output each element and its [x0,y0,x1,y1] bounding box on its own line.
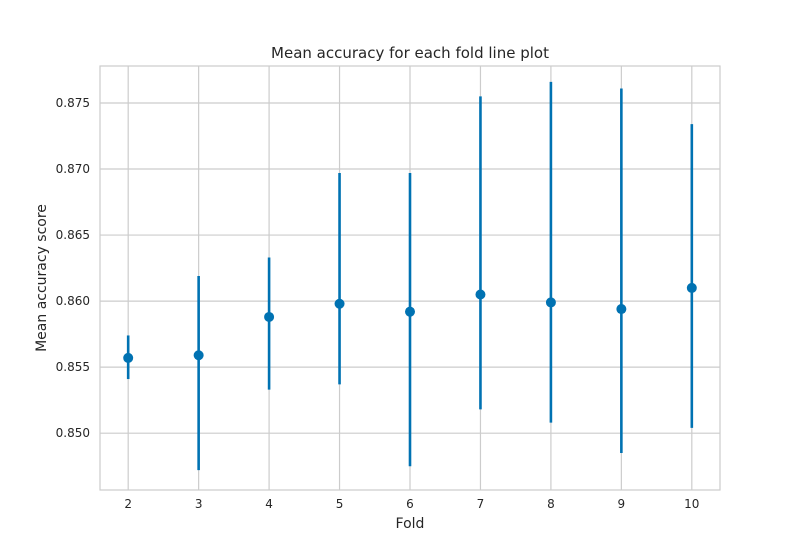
x-tick-label: 2 [124,497,132,511]
y-tick-label: 0.855 [56,360,90,374]
x-tick-label: 9 [618,497,626,511]
errorbar-layer [126,81,694,471]
x-tick-label: 10 [684,497,699,511]
x-tick-label: 5 [336,497,344,511]
x-tick-label: 3 [195,497,203,511]
y-tick-label: 0.850 [56,426,90,440]
y-tick-label: 0.865 [56,228,90,242]
mean-point-fold-4 [264,311,275,322]
mean-point-fold-3 [193,350,204,361]
x-tick-label: 6 [406,497,414,511]
x-axis-label: Fold [396,516,425,532]
mean-point-fold-2 [123,352,134,363]
y-axis-label: Mean accuracy score [34,204,50,352]
y-tick-label: 0.870 [56,162,90,176]
mean-point-fold-10 [686,282,697,293]
ticks-layer: 2 3 4 5 6 7 8 9 10 0.850 0.855 0.860 0.865 0.870 0.875 [56,96,700,511]
chart-title: Mean accuracy for each fold line plot [271,44,549,62]
points-layer [123,282,697,363]
plot-frame [99,65,721,491]
mean-point-fold-9 [616,304,627,315]
y-tick-label: 0.875 [56,96,90,110]
x-tick-label: 8 [547,497,555,511]
x-tick-label: 7 [477,497,485,511]
mean-point-fold-5 [334,298,345,309]
mean-point-fold-8 [545,297,556,308]
mean-point-fold-6 [405,306,415,317]
y-tick-label: 0.860 [56,294,90,308]
mean-point-fold-7 [475,289,486,300]
x-tick-label: 4 [265,497,273,511]
